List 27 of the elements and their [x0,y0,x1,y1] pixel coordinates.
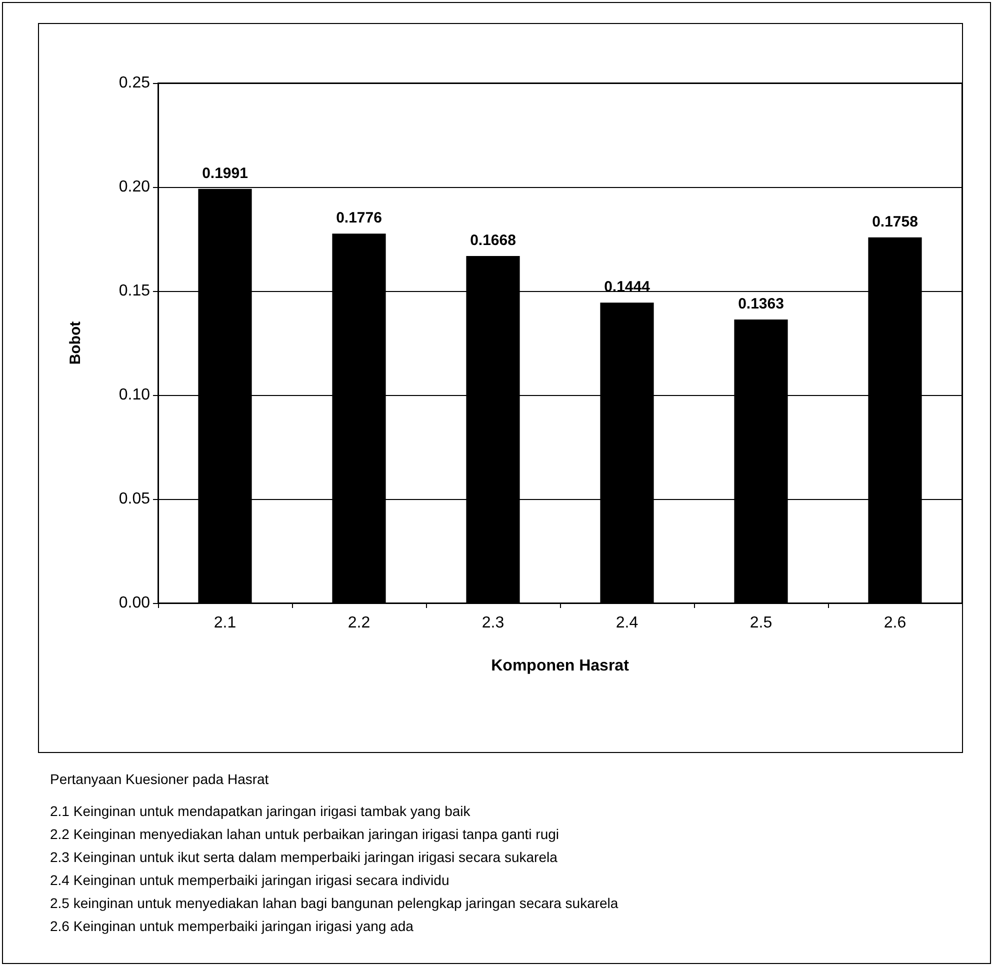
data-label: 0.1991 [202,164,248,182]
y-tick-label: 0.15 [118,282,150,300]
y-tick-label: 0.20 [118,178,150,196]
data-label: 0.1758 [872,213,918,230]
text: 2.3 Keinginan untuk ikut serta dalam memperbaiki jaringan irigasi secara sukarela [50,849,558,865]
data-label: 0.1363 [738,295,784,312]
x-tick-label: 2.2 [348,614,370,632]
data-label: 0.1444 [604,278,651,296]
text: 2.2 Keinginan menyediakan lahan untuk perbaikan jaringan irigasi tanpa ganti rugi [50,826,560,842]
y-axis-title: Bobot [67,321,84,365]
x-axis-title: Komponen Hasrat [491,658,630,674]
text: Pertanyaan Kuesioner pada Hasrat [50,771,270,787]
y-tick-label: 0.25 [118,74,150,92]
y-tick-label: 0.05 [118,490,150,508]
x-tick-label: 2.1 [214,614,236,632]
text: 2.6 Keinginan untuk memperbaiki jaringan irigasi yang ada [50,918,414,934]
text: 2.4 Keinginan untuk memperbaiki jaringan irigasi secara individu [50,872,450,888]
x-tick-label: 2.3 [482,614,504,632]
y-tick-label: 0.10 [118,386,150,404]
x-tick-label: 2.4 [616,614,638,632]
y-tick-label: 0.00 [118,594,150,612]
x-tick-label: 2.5 [750,614,772,632]
x-tick-label: 2.6 [884,614,906,632]
text: 2.5 keinginan untuk menyediakan lahan bagi bangunan pelengkap jaringan secara sukarela [50,895,618,911]
text: 2.1 Keinginan untuk mendapatkan jaringan irigasi tambak yang baik [50,803,472,819]
data-label: 0.1668 [470,232,516,250]
data-label: 0.1776 [336,210,382,227]
